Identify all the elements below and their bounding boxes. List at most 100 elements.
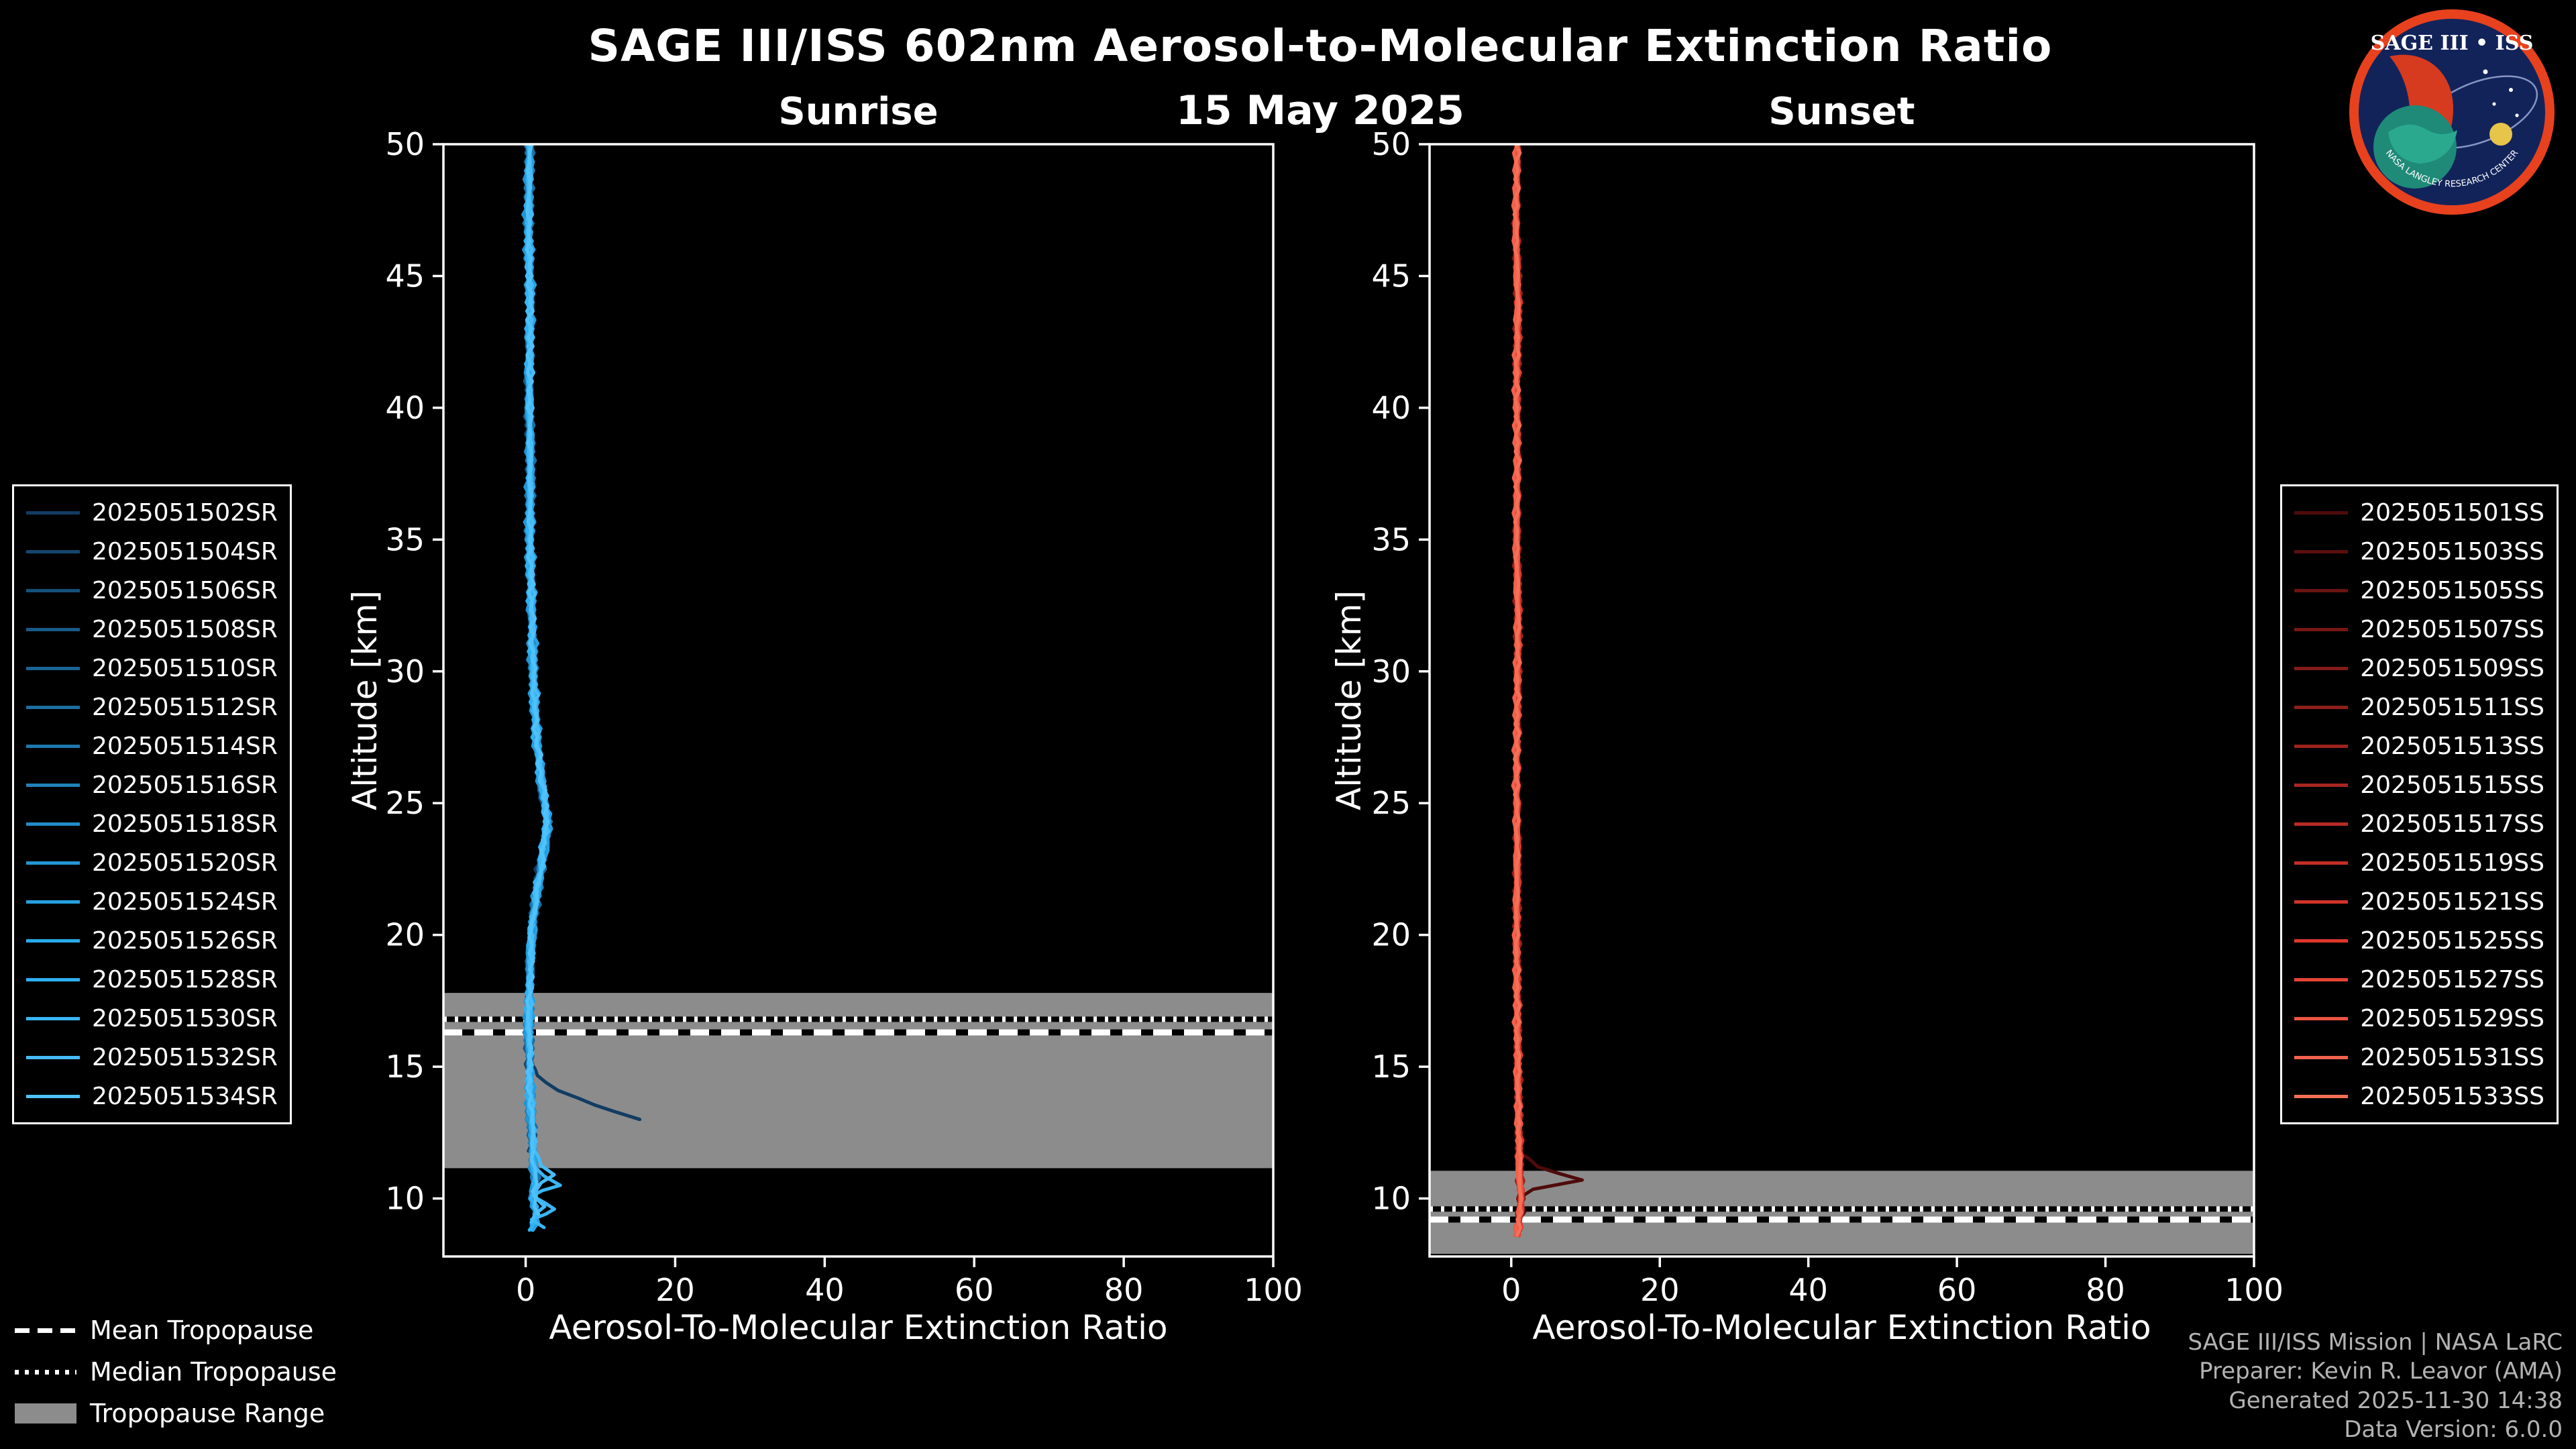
y-tick-label: 50 xyxy=(1371,126,1411,162)
median-tropopause-legend-item: Median Tropopause xyxy=(15,1351,337,1393)
legend-item: 2025051501SS xyxy=(2294,493,2544,532)
gray-band-swatch xyxy=(15,1403,76,1424)
legend-item: 2025051529SS xyxy=(2294,999,2544,1038)
y-tick-label: 20 xyxy=(1371,917,1411,953)
footer-version-line: Data Version: 6.0.0 xyxy=(2344,1416,2563,1444)
legend-label: 2025051507SS xyxy=(2360,615,2544,643)
dashed-line-swatch xyxy=(15,1328,76,1333)
legend-item: 2025051534SR xyxy=(26,1077,278,1116)
legend-label: 2025051517SS xyxy=(2360,810,2544,838)
legend-item: 2025051524SR xyxy=(26,882,278,921)
footer-preparer-line: Preparer: Kevin R. Leavor (AMA) xyxy=(2199,1358,2563,1385)
legend-item: 2025051516SR xyxy=(26,765,278,804)
median-tropopause-label: Median Tropopause xyxy=(90,1357,337,1387)
legend-swatch xyxy=(26,549,80,553)
y-tick-label: 40 xyxy=(1371,390,1411,426)
legend-item: 2025051512SR xyxy=(26,688,278,727)
legend-item: 2025051511SS xyxy=(2294,688,2544,727)
sunrise-legend: 2025051502SR 2025051504SR 2025051506SR 2025… xyxy=(12,484,292,1124)
page-title: SAGE III/ISS 602nm Aerosol-to-Molecular … xyxy=(588,20,2053,72)
legend-label: 2025051501SS xyxy=(2360,498,2544,527)
tropopause-range-legend-item: Tropopause Range xyxy=(15,1393,337,1434)
y-tick-label: 45 xyxy=(1371,258,1411,294)
legend-label: 2025051531SS xyxy=(2360,1043,2544,1071)
legend-swatch xyxy=(26,705,80,709)
y-tick-label: 20 xyxy=(385,917,425,953)
legend-label: 2025051527SS xyxy=(2360,965,2544,994)
legend-item: 2025051505SS xyxy=(2294,571,2544,610)
x-tick-label: 80 xyxy=(2086,1272,2125,1308)
sunset-subtitle: Sunset xyxy=(1768,90,1915,133)
mean-tropopause-label: Mean Tropopause xyxy=(90,1316,314,1345)
y-tick-label: 45 xyxy=(385,258,425,294)
x-tick-label: 100 xyxy=(2224,1272,2284,1308)
legend-label: 2025051519SS xyxy=(2360,849,2544,877)
sunset-legend: 2025051501SS 2025051503SS 2025051505SS 2025… xyxy=(2280,484,2559,1124)
y-tick-label: 10 xyxy=(1371,1181,1411,1217)
legend-swatch xyxy=(26,861,80,865)
legend-label: 2025051508SR xyxy=(92,615,278,643)
x-tick-label: 20 xyxy=(655,1272,695,1308)
sunset-xaxis-label: Aerosol-To-Molecular Extinction Ratio xyxy=(1532,1308,2151,1347)
sunrise-subtitle: Sunrise xyxy=(778,90,938,133)
legend-item: 2025051517SS xyxy=(2294,804,2544,843)
legend-item: 2025051514SR xyxy=(26,727,278,765)
y-tick-label: 50 xyxy=(385,126,425,162)
legend-item: 2025051528SR xyxy=(26,960,278,999)
legend-label: 2025051512SR xyxy=(92,693,278,721)
legend-label: 2025051533SS xyxy=(2360,1082,2544,1110)
legend-swatch xyxy=(2294,744,2349,748)
legend-label: 2025051530SR xyxy=(92,1004,278,1032)
legend-label: 2025051513SS xyxy=(2360,732,2544,760)
legend-item: 2025051509SS xyxy=(2294,649,2544,688)
y-tick-label: 10 xyxy=(385,1181,425,1217)
legend-swatch xyxy=(2294,783,2349,787)
legend-item: 2025051533SS xyxy=(2294,1077,2544,1116)
y-tick-label: 35 xyxy=(385,521,425,557)
legend-swatch xyxy=(2294,861,2349,865)
legend-swatch xyxy=(26,977,80,981)
legend-swatch xyxy=(2294,900,2349,904)
legend-swatch xyxy=(2294,588,2349,592)
y-tick-label: 15 xyxy=(385,1049,425,1085)
legend-label: 2025051509SS xyxy=(2360,654,2544,682)
legend-item: 2025051503SS xyxy=(2294,532,2544,571)
x-tick-label: 40 xyxy=(1788,1272,1828,1308)
legend-label: 2025051510SR xyxy=(92,654,278,682)
y-tick-label: 30 xyxy=(1371,653,1411,690)
footer-generated-line: Generated 2025-11-30 14:38 xyxy=(2229,1387,2563,1414)
legend-item: 2025051527SS xyxy=(2294,960,2544,999)
legend-item: 2025051513SS xyxy=(2294,727,2544,765)
legend-swatch xyxy=(26,822,80,826)
legend-item: 2025051510SR xyxy=(26,649,278,688)
legend-swatch xyxy=(26,1016,80,1020)
legend-swatch xyxy=(26,744,80,748)
footer-credits: SAGE III/ISS Mission | NASA LaRC Prepare… xyxy=(2188,1328,2563,1445)
profile-line xyxy=(523,144,642,1122)
dotted-line-swatch xyxy=(15,1369,76,1375)
legend-swatch xyxy=(26,1094,80,1098)
legend-swatch xyxy=(2294,666,2349,670)
legend-item: 2025051531SS xyxy=(2294,1038,2544,1077)
sunset-yaxis-label: Altitude [km] xyxy=(1330,590,1368,810)
legend-label: 2025051520SR xyxy=(92,849,278,877)
legend-swatch xyxy=(2294,627,2349,631)
sunrise-xaxis-label: Aerosol-To-Molecular Extinction Ratio xyxy=(549,1308,1168,1347)
y-tick-label: 15 xyxy=(1371,1049,1411,1085)
legend-label: 2025051506SR xyxy=(92,576,278,604)
legend-item: 2025051518SR xyxy=(26,804,278,843)
y-tick-label: 25 xyxy=(1371,785,1411,821)
legend-swatch xyxy=(26,1055,80,1059)
legend-swatch xyxy=(2294,1016,2349,1020)
x-tick-label: 20 xyxy=(1640,1272,1680,1308)
mean-tropopause-legend-item: Mean Tropopause xyxy=(15,1309,337,1351)
legend-item: 2025051515SS xyxy=(2294,765,2544,804)
x-tick-label: 60 xyxy=(1937,1272,1977,1308)
legend-swatch xyxy=(26,938,80,943)
x-tick-label: 40 xyxy=(805,1272,845,1308)
legend-item: 2025051507SS xyxy=(2294,610,2544,649)
legend-label: 2025051534SR xyxy=(92,1082,278,1110)
legend-swatch xyxy=(26,588,80,592)
legend-label: 2025051529SS xyxy=(2360,1004,2544,1032)
